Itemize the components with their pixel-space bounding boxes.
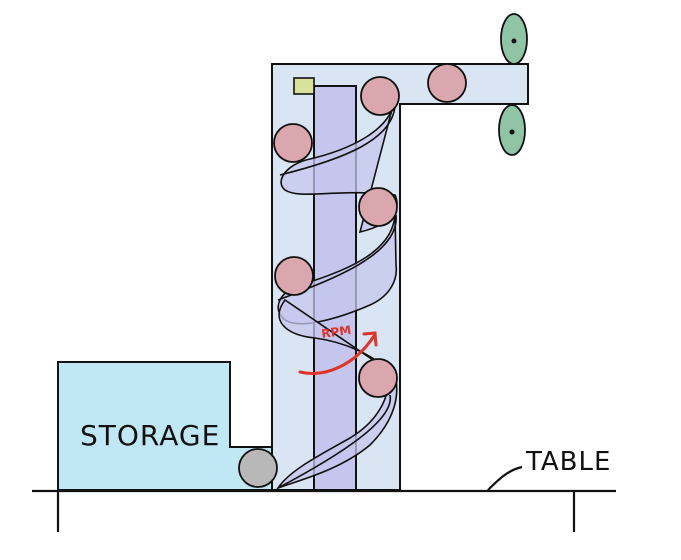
ball-top-shaft [360,76,400,116]
ball-top-arm [427,63,467,103]
screw-flight-edge-3 [277,394,391,489]
balls [273,63,467,398]
ball-left-middle [274,256,314,296]
wheel-top-hub [511,38,517,44]
table-label-leader [487,465,523,491]
sensor-block [293,77,315,95]
wheel-bottom-hub [509,129,515,135]
rpm-arrow-curve [298,334,376,375]
ball-left-upper [273,123,313,163]
rpm-label: RPM [320,323,352,341]
pinwheel-wheel-icon [498,13,528,156]
table-label: TABLE [525,447,611,477]
screw-flight-edge-1 [279,99,396,176]
table [32,465,616,532]
ball-grey-entry [238,448,278,488]
storage-label: STORAGE [80,419,220,452]
rpm-arrow-head [362,331,378,347]
rotation-arrow-icon [298,331,378,375]
screw-flight-lower [275,298,398,490]
ball-right-upper [358,187,398,227]
ball-right-lower [358,358,398,398]
